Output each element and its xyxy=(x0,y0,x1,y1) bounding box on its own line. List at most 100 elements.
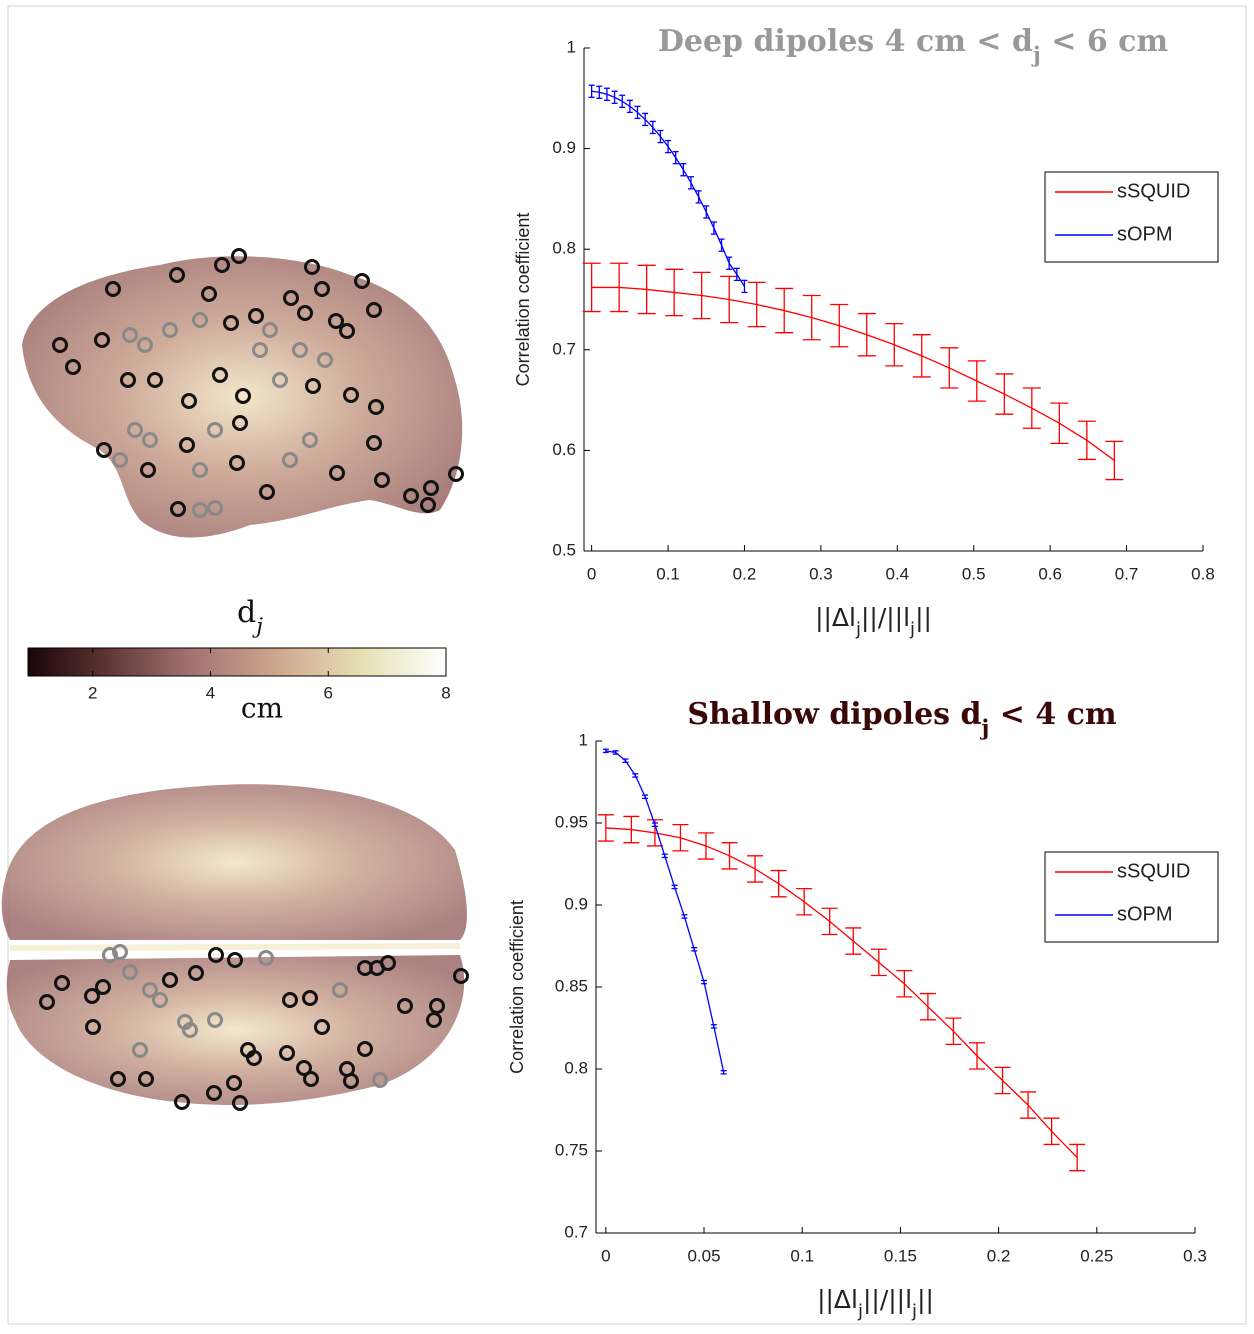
error-bar xyxy=(596,85,603,99)
legend-label: sSQUID xyxy=(1117,860,1190,882)
error-bar xyxy=(775,287,794,334)
error-bar xyxy=(671,884,678,890)
dipole-marker xyxy=(426,1012,442,1028)
error-bar xyxy=(770,869,787,898)
y-tick-label: 0.75 xyxy=(555,1140,588,1159)
x-axis-label: ||Δlj||/||lj|| xyxy=(817,1285,934,1322)
dipole-marker xyxy=(102,947,118,963)
x-tick-label: 0.3 xyxy=(809,564,833,583)
x-tick-label: 0.25 xyxy=(1080,1246,1113,1265)
y-tick-label: 0.9 xyxy=(564,894,588,913)
error-bar xyxy=(619,94,626,109)
dipole-marker xyxy=(332,982,348,998)
y-tick-label: 1 xyxy=(567,37,576,56)
dipole-marker xyxy=(259,484,275,500)
x-tick-label: 0.4 xyxy=(886,564,910,583)
error-bar xyxy=(967,360,986,402)
legend-box xyxy=(1044,851,1219,943)
text-part: ||Δl xyxy=(817,1285,858,1314)
error-bar xyxy=(747,855,764,883)
dipole-marker xyxy=(403,488,419,504)
error-bar xyxy=(720,275,739,324)
dipole-marker xyxy=(65,359,81,375)
brain-side xyxy=(22,256,463,538)
error-bar xyxy=(632,773,639,778)
colorbar-tick-label: 2 xyxy=(88,683,97,702)
error-bar xyxy=(940,347,959,389)
legend-label: sOPM xyxy=(1117,223,1173,245)
error-bar xyxy=(1020,1091,1037,1119)
y-tick-label: 0.6 xyxy=(552,440,576,459)
error-bar xyxy=(649,120,656,135)
y-tick-label: 0.95 xyxy=(555,812,588,831)
dipole-marker xyxy=(39,994,55,1010)
dipole-marker xyxy=(297,305,313,321)
error-bar xyxy=(994,1066,1011,1095)
dipole-marker xyxy=(448,466,464,482)
error-bar xyxy=(720,1069,727,1075)
dipole-marker xyxy=(192,502,208,518)
x-tick-label: 0.1 xyxy=(790,1246,814,1265)
dipole-marker xyxy=(302,432,318,448)
error-bar xyxy=(642,794,649,800)
legend-box xyxy=(1044,171,1219,263)
error-bar xyxy=(691,946,698,952)
x-tick-label: 0.05 xyxy=(687,1246,720,1265)
text-part: ||/||l xyxy=(863,1285,912,1314)
series-line xyxy=(591,286,1115,461)
y-tick-label: 0.8 xyxy=(552,239,576,258)
legend-label: sOPM xyxy=(1117,903,1173,925)
text-part: j xyxy=(252,614,263,639)
error-bar xyxy=(703,205,710,219)
dipole-marker xyxy=(207,500,223,516)
colorbar-unit: cm xyxy=(241,692,283,725)
error-bar xyxy=(830,303,849,348)
series-line xyxy=(605,827,1078,1159)
x-tick-label: 0.6 xyxy=(1038,564,1062,583)
error-bar xyxy=(857,312,876,357)
error-bar xyxy=(697,832,714,860)
error-bar xyxy=(672,150,679,165)
dipole-marker xyxy=(305,378,321,394)
dipole-marker xyxy=(231,248,247,264)
series-line xyxy=(605,750,725,1073)
text-part: j xyxy=(909,619,915,640)
dipole-marker xyxy=(188,965,204,981)
dipole-marker xyxy=(127,422,143,438)
error-bar xyxy=(718,238,725,252)
y-tick-label: 1 xyxy=(579,730,588,749)
dipole-marker xyxy=(192,312,208,328)
dipole-marker xyxy=(201,286,217,302)
dipole-marker xyxy=(235,388,251,404)
dipole-marker xyxy=(229,455,245,471)
dipole-marker xyxy=(429,998,445,1014)
text-part: ||/||l xyxy=(861,603,910,632)
text-part: Shallow dipoles d xyxy=(687,697,981,732)
dipole-marker xyxy=(374,472,390,488)
dipole-marker xyxy=(85,1019,101,1035)
dipole-marker xyxy=(152,992,168,1008)
dipole-marker xyxy=(282,452,298,468)
x-tick-label: 0.7 xyxy=(1115,564,1139,583)
dipole-marker xyxy=(227,952,243,968)
dipole-marker xyxy=(246,1050,262,1066)
error-bar xyxy=(1050,402,1069,445)
error-bar xyxy=(995,373,1014,415)
dipole-marker xyxy=(328,313,344,329)
dipole-marker xyxy=(397,998,413,1014)
dipole-markers xyxy=(39,248,469,1111)
error-bar xyxy=(680,163,687,177)
dipole-marker xyxy=(122,327,138,343)
brain-fissure xyxy=(9,943,461,951)
y-axis-label: Correlation coefficient xyxy=(513,213,533,387)
error-bar xyxy=(610,262,629,313)
dipole-marker xyxy=(208,947,224,963)
error-bar xyxy=(681,914,688,919)
dipole-marker xyxy=(354,273,370,289)
dipole-marker xyxy=(248,308,264,324)
dipole-marker xyxy=(343,387,359,403)
error-bar xyxy=(1069,1143,1086,1172)
y-tick-label: 0.85 xyxy=(555,976,588,995)
dipole-marker xyxy=(296,1060,312,1076)
y-axis-label: Correlation coefficient xyxy=(507,900,527,1074)
